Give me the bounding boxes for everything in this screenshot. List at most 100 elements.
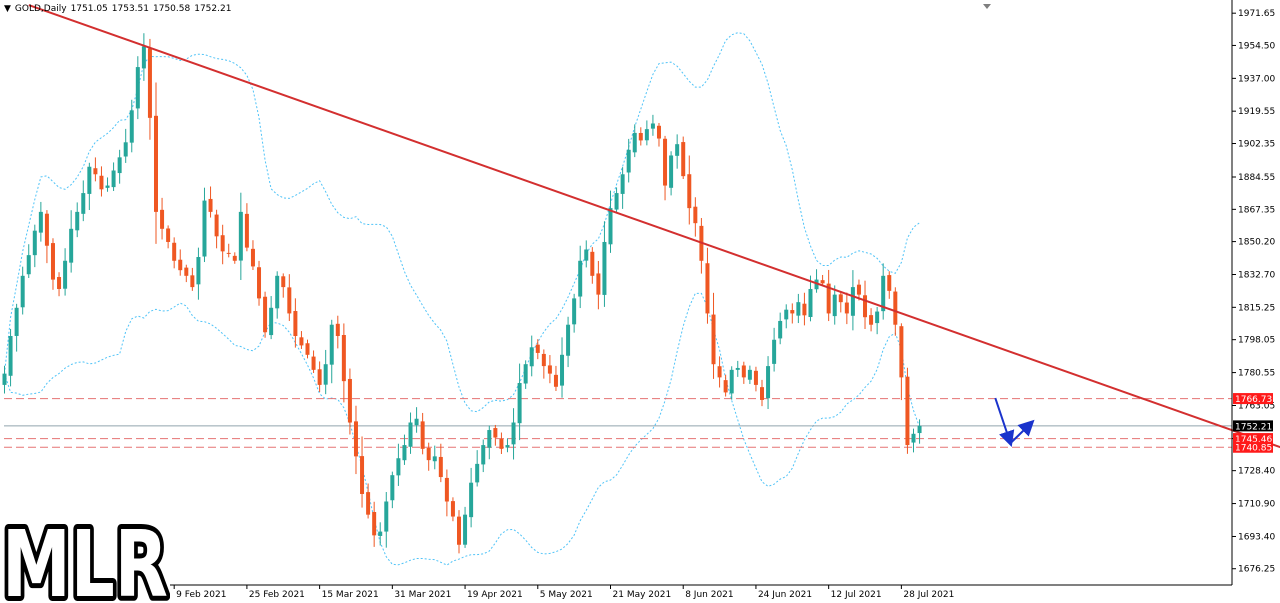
candle — [802, 292, 807, 326]
candle — [257, 260, 262, 306]
candle — [226, 243, 231, 258]
y-tick-label: 1815.25 — [1238, 303, 1275, 313]
candle-body — [353, 421, 358, 457]
scroll-marker-icon[interactable] — [983, 4, 991, 9]
candle-body — [305, 343, 310, 355]
dropdown-arrow-icon[interactable]: ▼ — [4, 4, 11, 14]
candle-body — [899, 326, 904, 378]
candle-body — [75, 211, 80, 231]
candle-body — [238, 211, 243, 261]
candle — [511, 408, 516, 460]
candle — [723, 374, 728, 397]
y-tick-label: 1780.55 — [1238, 369, 1275, 379]
candle-body — [63, 260, 68, 289]
candle — [535, 339, 540, 360]
candle — [735, 360, 740, 377]
projection-arrow[interactable] — [994, 397, 1015, 447]
candle — [129, 99, 134, 153]
trendline[interactable] — [28, 4, 1280, 485]
candle — [2, 365, 7, 394]
candle — [38, 201, 43, 242]
candle-body — [457, 516, 461, 545]
candle — [99, 166, 104, 197]
candle — [487, 425, 492, 460]
candle — [93, 157, 98, 182]
candle — [796, 293, 801, 324]
candle — [438, 443, 443, 483]
trendline-layer[interactable] — [28, 4, 1280, 485]
candle-body — [632, 132, 637, 153]
candle-body — [57, 277, 62, 289]
current-price-tag: 1752.21 — [1235, 422, 1272, 432]
candle — [632, 124, 637, 158]
candle-body — [760, 387, 764, 400]
candle — [402, 434, 407, 465]
candle — [214, 209, 219, 249]
candle — [63, 248, 68, 296]
lower-band — [4, 292, 921, 566]
candle-body — [184, 267, 189, 276]
candle — [317, 361, 322, 393]
candle — [384, 491, 389, 548]
candle-body — [420, 421, 425, 449]
x-tick-label: 8 Jun 2021 — [685, 590, 733, 600]
svg-text:MLR: MLR — [2, 511, 168, 603]
candle-body — [93, 168, 98, 175]
candle — [753, 366, 758, 392]
candle-body — [87, 166, 92, 194]
candle — [420, 412, 425, 455]
y-tick-label: 1867.35 — [1238, 205, 1275, 215]
candle — [826, 269, 831, 322]
candle-body — [911, 433, 916, 443]
candle — [620, 167, 625, 209]
candle-body — [263, 296, 268, 333]
candle-body — [123, 142, 128, 157]
candle — [881, 263, 886, 320]
candle — [408, 412, 413, 454]
candle — [590, 247, 595, 284]
x-tick-label: 25 Feb 2021 — [249, 590, 305, 600]
candle-body — [8, 336, 13, 376]
candle-body — [250, 248, 255, 267]
candle-body — [214, 214, 219, 237]
candle-body — [99, 175, 104, 190]
open-value: 1751.05 — [70, 4, 108, 14]
candle-body — [553, 374, 558, 387]
candle — [669, 151, 674, 196]
candle — [135, 56, 140, 120]
projection-arrow[interactable] — [1009, 419, 1035, 444]
candle-body — [832, 294, 837, 317]
candle-body — [723, 380, 728, 393]
projection-arrows[interactable] — [994, 397, 1035, 447]
candle — [705, 247, 710, 324]
close-value: 1752.21 — [194, 4, 232, 14]
candle-body — [481, 445, 486, 465]
candle-body — [202, 200, 207, 257]
y-tick-label: 1676.25 — [1238, 565, 1275, 575]
candle — [287, 274, 292, 321]
candle-body — [323, 364, 328, 385]
candle-body — [505, 445, 510, 448]
candle — [335, 315, 340, 349]
high-value: 1753.51 — [111, 4, 149, 14]
candle-body — [154, 115, 158, 212]
candle — [414, 407, 419, 433]
candle — [760, 379, 764, 407]
candle-body — [529, 347, 534, 367]
candle — [917, 419, 922, 444]
candle — [675, 134, 680, 169]
candle — [541, 349, 546, 379]
candle-body — [560, 354, 565, 386]
y-tick-label: 1710.90 — [1238, 500, 1275, 510]
candle — [14, 303, 19, 352]
candle-body — [796, 302, 801, 316]
candle-body — [741, 365, 746, 378]
candle-body — [293, 311, 298, 337]
candle-body — [32, 230, 37, 256]
candle-body — [81, 193, 86, 214]
candle — [887, 271, 892, 299]
candle-body — [281, 276, 286, 288]
candle — [26, 244, 31, 278]
